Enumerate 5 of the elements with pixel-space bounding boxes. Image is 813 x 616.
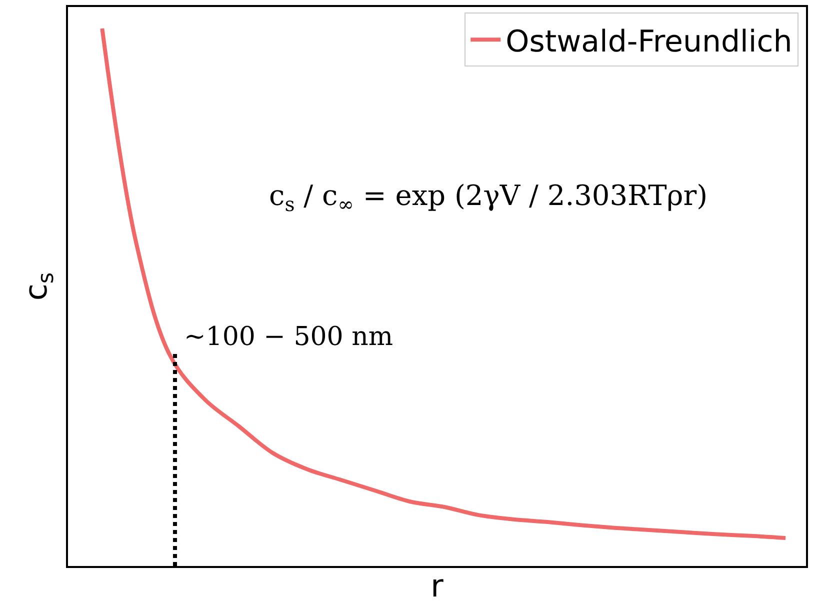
x-axis-title: r	[430, 568, 444, 604]
legend-label: Ostwald-Freundlich	[506, 24, 792, 60]
y-axis-title: c$_{s}$	[269, 179, 295, 216]
text: / c$_{∞}$ = exp (2γV / 2.303RTρr)	[304, 179, 708, 216]
annotation: ~100 − 500 nm	[184, 322, 394, 352]
